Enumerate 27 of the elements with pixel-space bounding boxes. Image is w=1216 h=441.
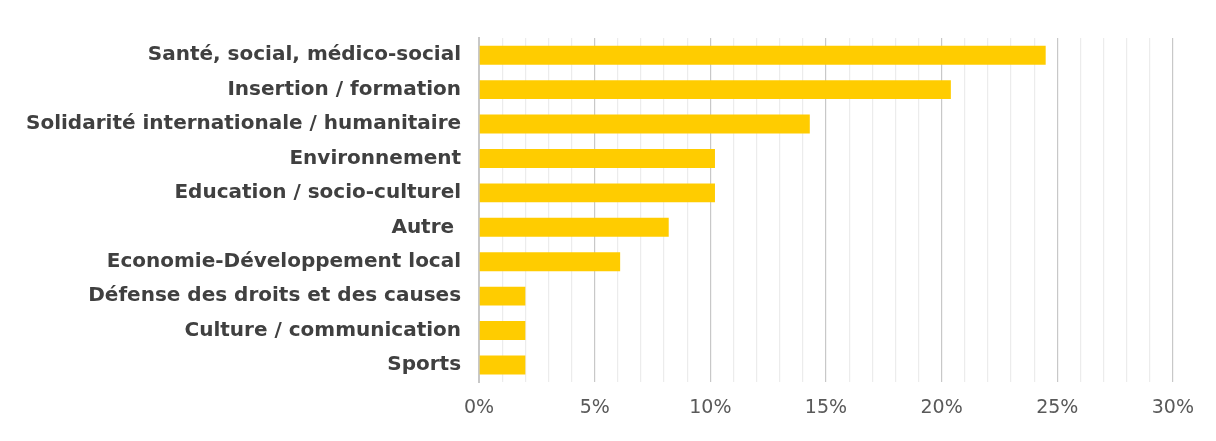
bar (479, 252, 621, 272)
y-tick-label: Culture / communication (184, 316, 462, 341)
x-tick-label: 25% (1036, 394, 1079, 417)
x-tick-label: 20% (920, 394, 963, 417)
y-tick-label: Défense des droits et des causes (88, 282, 462, 307)
x-tick-label: 0% (464, 394, 495, 417)
bar (479, 183, 715, 203)
bar (479, 286, 526, 306)
y-tick-label: Santé, social, médico-social (147, 41, 462, 66)
y-tick-label: Solidarité internationale / humanitaire (26, 110, 462, 135)
bar (479, 80, 951, 100)
bar (479, 217, 669, 237)
y-tick-label: Economie-Développement local (106, 247, 462, 272)
y-tick-label: Autre (391, 213, 462, 238)
bar (479, 45, 1046, 65)
bar (479, 114, 810, 134)
y-tick-label: Education / socio-culturel (174, 179, 462, 204)
bar (479, 355, 526, 375)
x-tick-label: 15% (804, 394, 848, 417)
bar (479, 321, 526, 341)
y-tick-label: Sports (387, 351, 462, 376)
x-tick-label: 5% (579, 394, 610, 417)
bar (479, 149, 715, 168)
y-tick-label: Insertion / formation (227, 75, 462, 100)
y-tick-label: Environnement (289, 144, 462, 169)
x-tick-label: 10% (689, 394, 732, 417)
x-tick-label: 30% (1151, 394, 1194, 417)
